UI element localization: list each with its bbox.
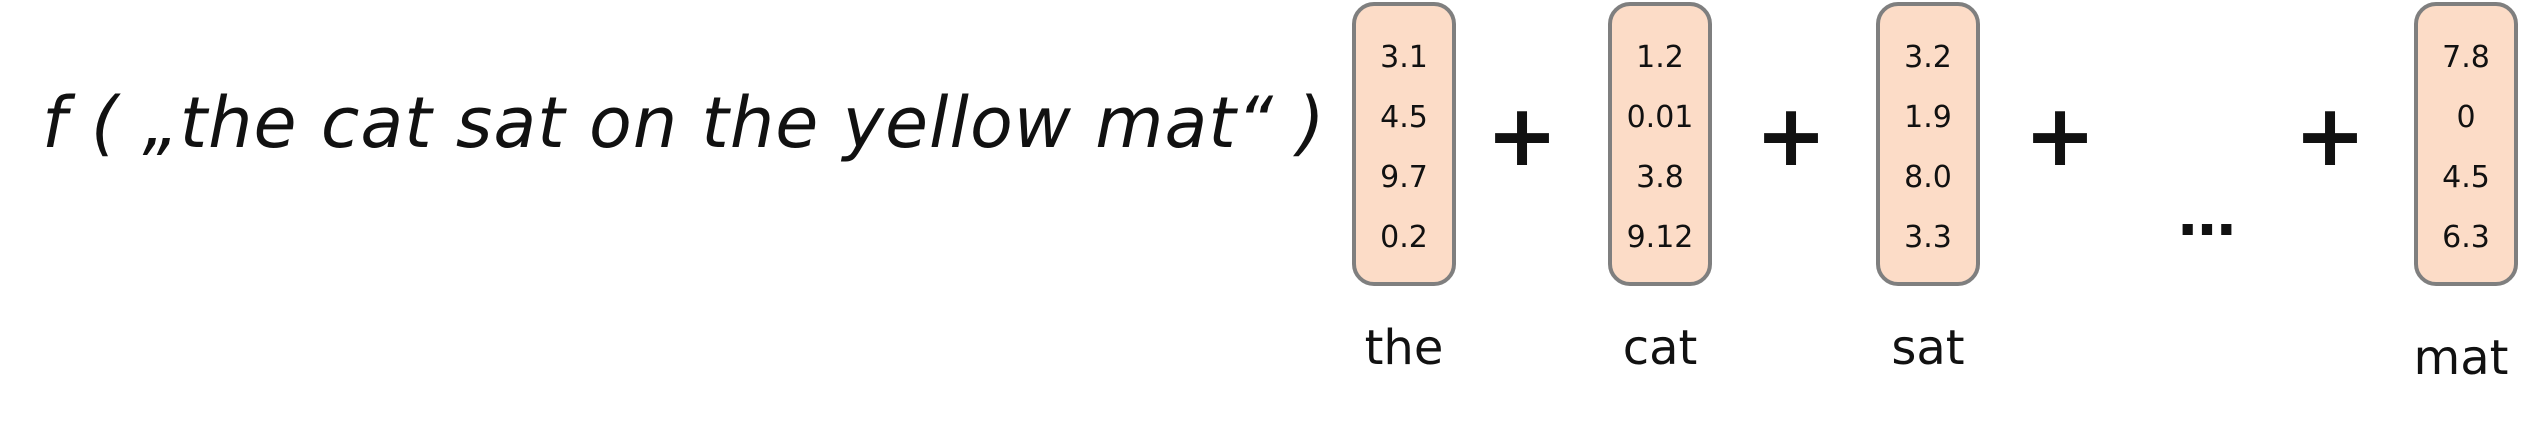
plus-operator: + (1754, 86, 1828, 186)
vector-value: 1.2 (1636, 40, 1684, 75)
embedding-vector-cat: 1.2 0.01 3.8 9.12 (1608, 2, 1712, 286)
plus-operator: + (1485, 86, 1559, 186)
plus-operator: + (2023, 86, 2097, 186)
vector-value: 3.8 (1636, 160, 1684, 195)
vector-value: 4.5 (2442, 160, 2490, 195)
plus-operator: + (2293, 86, 2367, 186)
vector-value: 0 (2456, 100, 2476, 135)
token-label-mat: mat (2413, 330, 2509, 386)
vector-value: 3.2 (1904, 40, 1952, 75)
vector-value: 6.3 (2442, 220, 2490, 255)
ellipsis: … (2178, 181, 2238, 249)
embedding-vector-sat: 3.2 1.9 8.0 3.3 (1876, 2, 1980, 286)
vector-value: 9.7 (1380, 160, 1428, 195)
token-label-the: the (1364, 320, 1444, 376)
vector-value: 9.12 (1626, 220, 1694, 255)
vector-value: 0.01 (1626, 100, 1694, 135)
embedding-vector-the: 3.1 4.5 9.7 0.2 (1352, 2, 1456, 286)
vector-value: 1.9 (1904, 100, 1952, 135)
token-label-sat: sat (1891, 320, 1965, 376)
vector-value: 3.1 (1380, 40, 1428, 75)
vector-value: 0.2 (1380, 220, 1428, 255)
function-expression: f ( „the cat sat on the yellow mat“ ) = (42, 82, 1409, 164)
vector-value: 8.0 (1904, 160, 1952, 195)
vector-value: 3.3 (1904, 220, 1952, 255)
token-label-cat: cat (1622, 320, 1698, 376)
embedding-vector-mat: 7.8 0 4.5 6.3 (2414, 2, 2518, 286)
vector-value: 4.5 (1380, 100, 1428, 135)
vector-value: 7.8 (2442, 40, 2490, 75)
